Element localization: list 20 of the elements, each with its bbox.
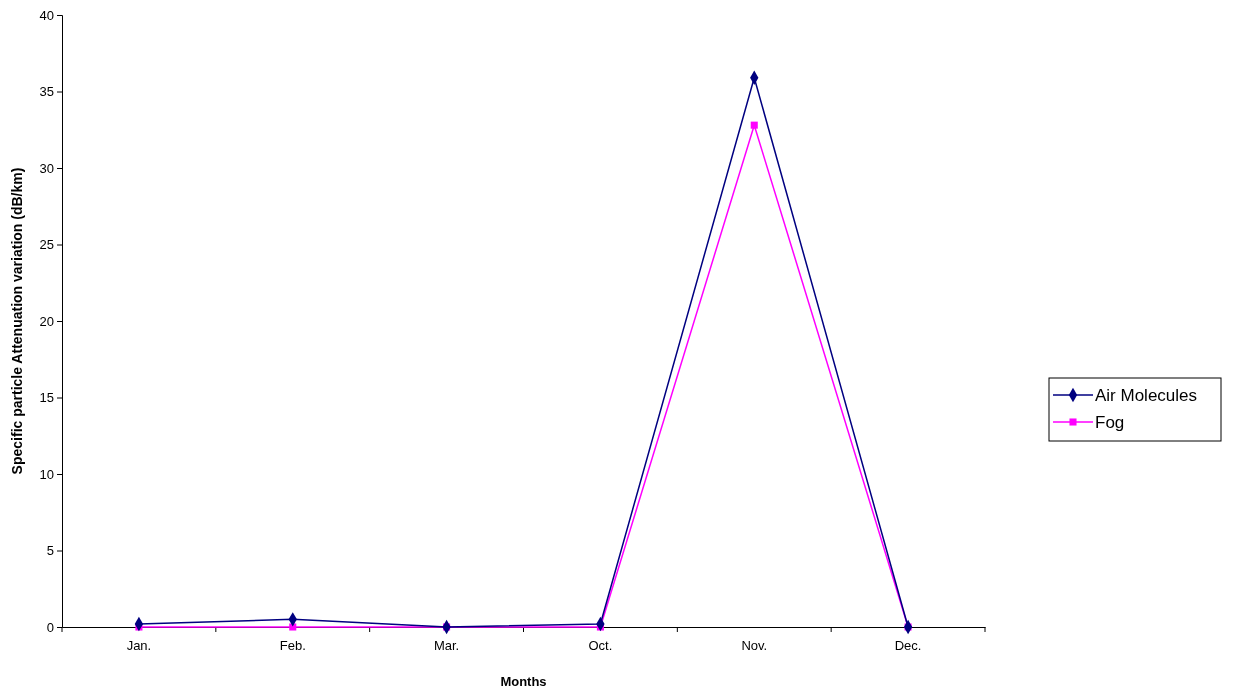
y-tick-label: 40 — [39, 7, 54, 23]
y-tick-label: 20 — [39, 313, 54, 329]
y-tick-label: 30 — [39, 160, 54, 176]
y-tick-label: 15 — [39, 390, 54, 406]
y-tick-label: 35 — [39, 84, 54, 100]
y-axis-title: Specific particle Attenuation variation (dB/km) — [9, 167, 25, 475]
x-tick-label: Jan. — [126, 638, 152, 654]
x-axis-title: Months — [500, 674, 547, 689]
point — [750, 121, 758, 129]
y-tick-label: 0 — [46, 619, 54, 635]
x-tick-label: Oct. — [588, 638, 613, 654]
legend-label: Fog — [1095, 413, 1125, 432]
y-tick-label: 10 — [39, 466, 54, 482]
x-tick-label: Nov. — [741, 638, 768, 654]
x-tick-label: Feb. — [279, 638, 306, 654]
y-tick-label: 5 — [46, 543, 54, 559]
legend-label: Air Molecules — [1095, 386, 1198, 405]
x-tick-label: Mar. — [433, 638, 460, 654]
y-tick-label: 25 — [39, 237, 54, 253]
x-tick-label: Dec. — [894, 638, 922, 654]
